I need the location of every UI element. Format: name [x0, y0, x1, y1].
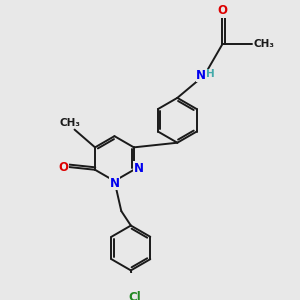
Text: N: N	[196, 68, 206, 82]
Text: CH₃: CH₃	[59, 118, 80, 128]
Text: O: O	[58, 160, 68, 173]
Text: O: O	[217, 4, 227, 17]
Text: CH₃: CH₃	[254, 39, 274, 49]
Text: N: N	[134, 162, 144, 175]
Text: Cl: Cl	[129, 291, 141, 300]
Text: N: N	[110, 177, 119, 190]
Text: H: H	[206, 70, 215, 80]
